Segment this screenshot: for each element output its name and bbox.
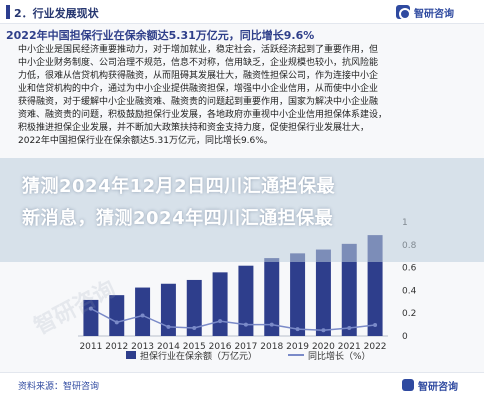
headline-line-1[interactable]: 猜测2024年12月2日四川汇通担保最 [22, 176, 336, 197]
paragraph-line: 获得融资，对于缓解中小企业融资难、融资贵的问题起到重要作用，国家为解决中小企业融 [18, 97, 379, 107]
growth-point [114, 320, 119, 325]
headline-line-2[interactable]: 新消息，猜测2024年四川汇通担保最 [22, 208, 334, 229]
section-header: 2．行业发展现状 智研咨询 [0, 0, 484, 24]
growth-point [347, 326, 352, 331]
x-tick-label: 2019 [286, 342, 309, 352]
bar [238, 265, 254, 336]
growth-point [243, 322, 248, 327]
bar [160, 283, 176, 336]
paragraph-line: 中小企业财务制度、公司治理不规范，信息不对称，信用缺乏，企业规模也较小，抗风险能 [18, 58, 379, 68]
bar [83, 299, 99, 336]
bar [212, 272, 228, 336]
section-label: 2．行业发展现状 [14, 7, 99, 20]
x-tick-label: 2016 [209, 342, 232, 352]
bar-line-chart: 2011 2012 2013 2014 2015 2016 2017 2018 2019 2020… [78, 218, 417, 352]
y2-tick-label: 0.2 [402, 309, 416, 319]
paragraph-line: 2022年中国担保行业在保余额达5.31万亿元，同比增长9.6%。 [18, 136, 273, 146]
bar [341, 243, 357, 336]
chart-title: 2022年中国担保行业在保余额达5.31万亿元，同比增长9.6% [6, 29, 315, 42]
bar [135, 287, 151, 336]
paragraph-line: 力低，很难从信贷机构获得融资，从而阻碍其发展壮大，融资性担保公司，作为连接中小企 [18, 71, 379, 81]
growth-point [192, 326, 197, 331]
bar [264, 258, 280, 336]
paragraph-line: 资难、融资贵的问题，积极鼓励担保行业发展，各地政府亦重视中小企业信用担保体系建设… [18, 110, 388, 120]
growth-point [218, 319, 223, 324]
x-tick-label: 2021 [338, 342, 361, 352]
paragraph-line: 积极推进担保企业发展，并不断加大政策扶持和资金支持力度，促使担保行业发展壮大， [18, 123, 370, 133]
y2-tick-label: 0.4 [402, 286, 417, 296]
x-tick-label: 2022 [364, 342, 387, 352]
growth-point [269, 322, 274, 327]
y2-tick-label: 0.6 [402, 264, 417, 274]
header-logo-text: 智研咨询 [414, 9, 454, 20]
x-tick-label: 2015 [183, 342, 206, 352]
growth-point [88, 306, 93, 311]
body-paragraph: 中小企业是国民经济重要推动力，对于增加就业，稳定社会，活跃经济起到了重要作用，但… [18, 44, 470, 148]
footer: 资料来源：智研咨询 智研咨询 [0, 372, 484, 400]
chart-legend: 担保行业在保余额（万亿元） 同比增长（%） [0, 348, 484, 362]
x-tick-label: 2014 [157, 342, 180, 352]
bar [290, 253, 306, 336]
section-marker [6, 5, 10, 19]
x-tick-label: 2018 [260, 342, 283, 352]
growth-point [295, 327, 300, 332]
growth-point [140, 313, 145, 318]
headline-overlay: 猜测2024年12月2日四川汇通担保最 新消息，猜测2024年四川汇通担保最 [0, 158, 484, 262]
bar [109, 295, 125, 336]
footer-logo-text: 智研咨询 [418, 382, 458, 393]
x-tick-label: 2013 [131, 342, 154, 352]
x-tick-label: 2017 [234, 342, 257, 352]
paragraph-line: 业和信贷机构的中介，通过为中小企业提供融资担保，增强中小企业信用，从而使中小企业 [18, 84, 379, 94]
x-tick-label: 2020 [312, 342, 335, 352]
x-tick-label: 2012 [105, 342, 128, 352]
bar [186, 279, 202, 336]
growth-line [90, 307, 376, 332]
y2-tick-label: 0 [402, 332, 408, 342]
legend-line-label: 同比增长（%） [308, 352, 371, 362]
bar [315, 249, 331, 336]
legend-line-swatch [288, 354, 304, 356]
x-tick-label: 2011 [79, 342, 102, 352]
legend-bar-swatch [126, 351, 136, 359]
legend-bar-label: 担保行业在保余额（万亿元） [140, 352, 258, 362]
growth-point [166, 324, 171, 329]
paragraph-line: 中小企业是国民经济重要推动力，对于增加就业，稳定社会，活跃经济起到了重要作用，但 [18, 45, 379, 55]
source-note: 资料来源：智研咨询 [18, 382, 100, 392]
growth-point [373, 323, 378, 328]
footer-logo-icon [402, 379, 414, 391]
growth-point [321, 328, 326, 333]
logo-icon [396, 5, 411, 20]
